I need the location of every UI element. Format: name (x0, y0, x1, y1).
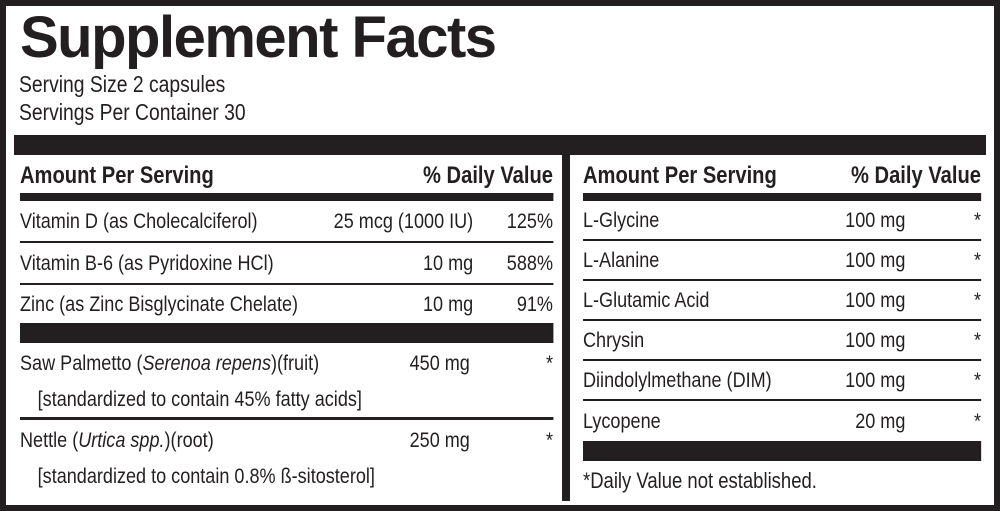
nutrient-row-l-glycine: L-Glycine 100 mg * (583, 201, 982, 241)
serving-size: Serving Size 2 capsules (19, 71, 226, 97)
nutrient-name: Chrysin (583, 327, 645, 352)
botanical-amount: 250 mg (409, 428, 470, 452)
nutrient-amount: 100 mg (845, 327, 906, 352)
nutrient-dv: * (973, 207, 982, 232)
left-column-header: Amount Per Serving % Daily Value (20, 155, 553, 193)
servings-per-container: Servings Per Container 30 (19, 99, 246, 125)
right-section-divider-bar (583, 441, 982, 461)
nutrient-row-vitamin-b6: Vitamin B-6 (as Pyridoxine HCl) 10 mg 58… (20, 243, 554, 285)
botanical-standardization: [standardized to contain 45% fatty acids… (37, 387, 362, 411)
botanical-group-saw-palmetto: Saw Palmetto (Serenoa repens)(fruit) 450… (20, 343, 554, 420)
nutrient-dv: * (973, 247, 982, 272)
left-header-amount-label: Amount Per Serving (20, 162, 214, 189)
left-header-bar (20, 193, 554, 201)
nutrient-name: L-Glycine (583, 207, 660, 232)
nutrient-dv: 91% (516, 291, 554, 316)
botanical-amount: 450 mg (409, 351, 470, 375)
nutrient-amount: 25 mcg (1000 IU) (333, 208, 474, 233)
botanical-group-nettle: Nettle (Urtica spp.)(root) 250 mg * [sta… (20, 420, 553, 494)
right-column-header: Amount Per Serving % Daily Value (583, 155, 981, 193)
botanical-dv: * (545, 428, 554, 452)
nutrient-row-zinc: Zinc (as Zinc Bisglycinate Chelate) 10 m… (20, 285, 553, 323)
botanical-name-pre: Nettle ( (20, 428, 79, 452)
nutrient-amount: 100 mg (845, 287, 906, 312)
nutrient-amount: 10 mg (423, 291, 474, 316)
botanical-name-pre: Saw Palmetto ( (20, 351, 143, 375)
left-column: Amount Per Serving % Daily Value Vitamin… (14, 155, 562, 501)
nutrient-name: L-Alanine (583, 247, 660, 272)
panel-title: Supplement Facts (20, 5, 497, 70)
right-header-bar (583, 193, 982, 201)
nutrient-name: Diindolylmethane (DIM) (583, 367, 772, 392)
nutrient-name: Vitamin B-6 (as Pyridoxine HCl) (20, 250, 274, 275)
left-column-content: Amount Per Serving % Daily Value Vitamin… (20, 155, 554, 494)
nutrient-amount: 20 mg (855, 408, 906, 433)
nutrient-dv: * (973, 287, 982, 312)
botanical-name: Nettle (Urtica spp.)(root) (20, 428, 410, 453)
nutrient-name: L-Glutamic Acid (583, 287, 710, 312)
nutrient-name: Lycopene (583, 408, 661, 433)
right-column: Amount Per Serving % Daily Value L-Glyci… (570, 155, 986, 501)
nutrient-dv: 125% (506, 208, 554, 233)
botanical-species: Urtica spp. (78, 428, 165, 452)
nutrient-dv: 588% (506, 250, 554, 275)
top-divider-bar (14, 135, 986, 155)
serving-info: Serving Size 2 capsules Servings Per Con… (14, 70, 991, 126)
nutrient-row-chrysin: Chrysin 100 mg * (583, 321, 982, 361)
botanical-name: Saw Palmetto (Serenoa repens)(fruit) (20, 351, 410, 376)
facts-columns: Amount Per Serving % Daily Value Vitamin… (14, 155, 986, 501)
left-section-divider-bar (20, 323, 554, 343)
left-header-dv-label: % Daily Value (423, 162, 554, 189)
botanical-standardization: [standardized to contain 0.8% ß-sitoster… (37, 464, 375, 488)
botanical-name-post: )(fruit) (270, 351, 320, 375)
right-column-content: Amount Per Serving % Daily Value L-Glyci… (583, 155, 982, 494)
right-header-dv-label: % Daily Value (851, 162, 982, 189)
nutrient-amount: 100 mg (845, 367, 906, 392)
botanical-row: Saw Palmetto (Serenoa repens)(fruit) 450… (20, 346, 553, 386)
botanical-name-post: )(root) (164, 428, 214, 452)
nutrient-dv: * (973, 408, 982, 433)
nutrient-row-dim: Diindolylmethane (DIM) 100 mg * (583, 361, 982, 401)
botanical-species: Serenoa repens (142, 351, 271, 375)
column-divider (562, 155, 570, 501)
nutrient-row-vitamin-d: Vitamin D (as Cholecalciferol) 25 mcg (1… (20, 201, 554, 243)
right-header-amount-label: Amount Per Serving (583, 162, 777, 189)
botanical-row: Nettle (Urtica spp.)(root) 250 mg * (20, 423, 553, 463)
nutrient-amount: 10 mg (423, 250, 474, 275)
nutrient-row-l-glutamic-acid: L-Glutamic Acid 100 mg * (583, 281, 982, 321)
nutrient-row-lycopene: Lycopene 20 mg * (583, 401, 981, 441)
nutrient-amount: 100 mg (845, 207, 906, 232)
nutrient-dv: * (973, 367, 982, 392)
nutrient-name: Zinc (as Zinc Bisglycinate Chelate) (20, 291, 299, 316)
panel-inner: Supplement Facts Serving Size 2 capsules… (6, 8, 994, 501)
nutrient-amount: 100 mg (845, 247, 906, 272)
nutrient-dv: * (973, 327, 982, 352)
botanical-dv: * (545, 351, 554, 375)
nutrient-name: Vitamin D (as Cholecalciferol) (20, 208, 258, 233)
daily-value-footnote: *Daily Value not established. (583, 468, 817, 493)
nutrient-row-l-alanine: L-Alanine 100 mg * (583, 241, 982, 281)
